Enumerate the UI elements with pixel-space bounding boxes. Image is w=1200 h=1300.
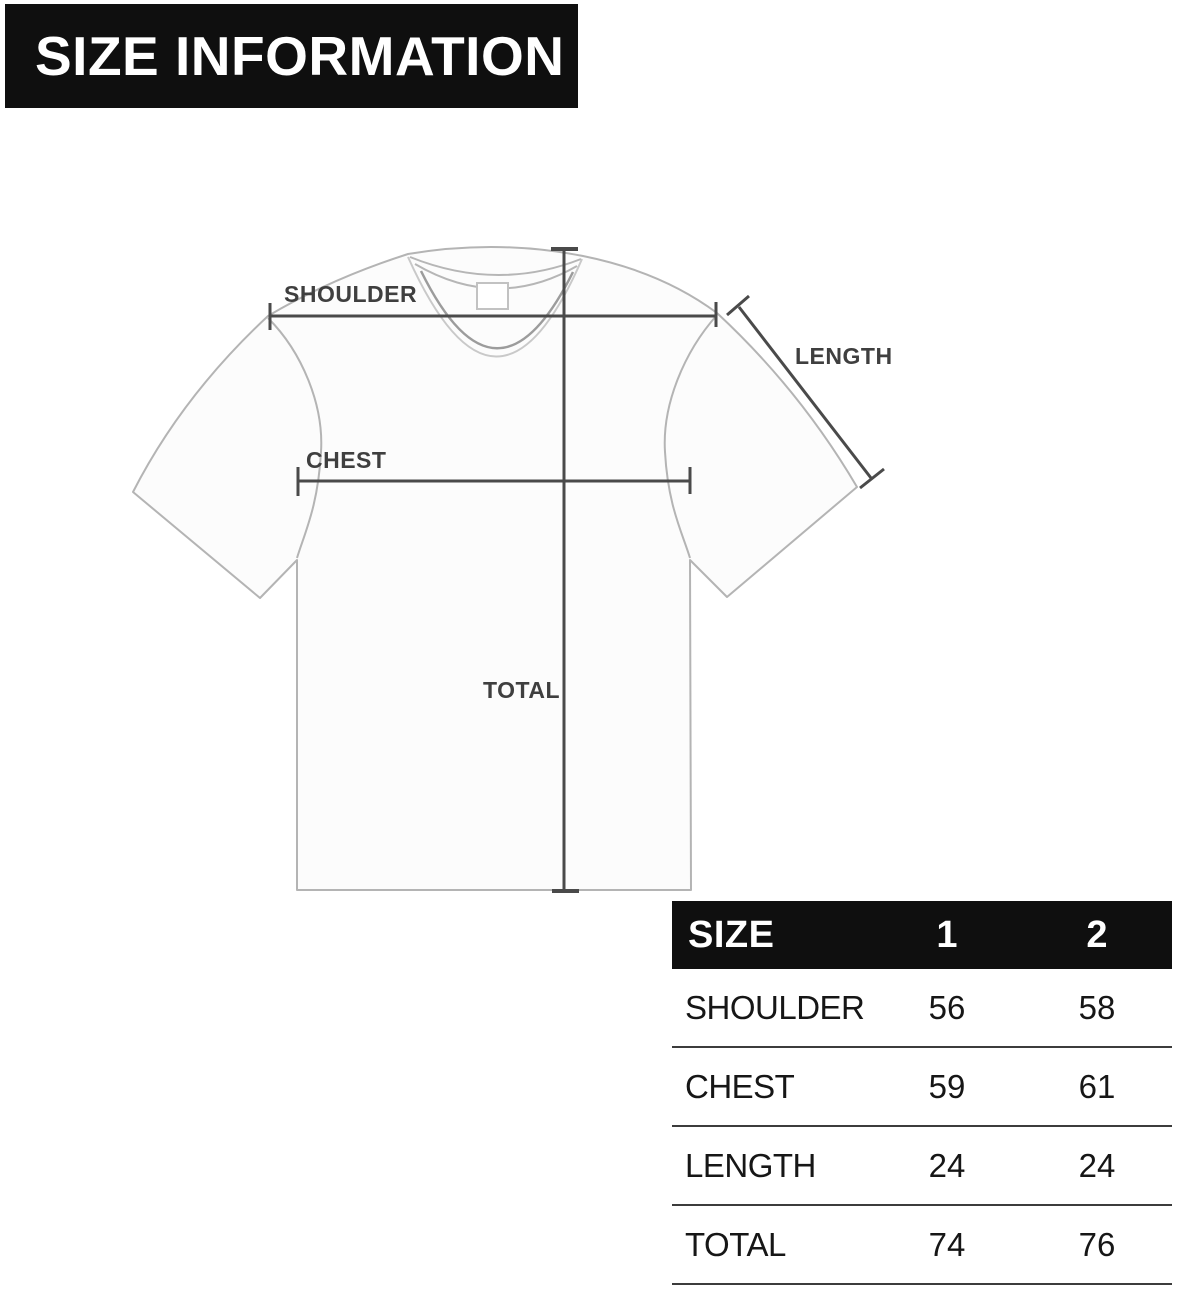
size-table-header-row: SIZE 1 2 — [672, 901, 1172, 969]
row-value-size1: 74 — [928, 1225, 966, 1263]
length-measure-label: LENGTH — [795, 343, 893, 369]
collar-label-tag — [476, 282, 509, 310]
row-value-size2: 58 — [1078, 988, 1116, 1026]
page-title: SIZE INFORMATION — [35, 25, 565, 87]
row-value-size2: 61 — [1078, 1067, 1116, 1105]
row-value-size1: 56 — [928, 988, 966, 1026]
column-header-size1: 1 — [936, 913, 958, 956]
column-header-size2: 2 — [1086, 913, 1108, 956]
length-measure-ticks — [726, 294, 885, 490]
left-armhole-seam — [267, 317, 323, 559]
size-table: SIZE 1 2 SHOULDER 56 58 CHEST 59 61 LENG… — [672, 901, 1172, 1285]
row-label: LENGTH — [685, 1146, 816, 1184]
row-label: CHEST — [685, 1067, 795, 1105]
row-value-size2: 76 — [1078, 1225, 1116, 1263]
chest-measure-ticks — [296, 467, 692, 496]
table-row-shoulder: SHOULDER 56 58 — [672, 969, 1172, 1048]
length-measure-line — [737, 306, 873, 479]
table-row-chest: CHEST 59 61 — [672, 1048, 1172, 1127]
row-label: TOTAL — [685, 1225, 786, 1263]
total-measure-ticks — [551, 247, 579, 893]
row-value-size2: 24 — [1078, 1146, 1116, 1184]
header-banner: SIZE INFORMATION — [5, 4, 578, 108]
tshirt-outline — [132, 246, 858, 891]
right-armhole-seam — [663, 314, 718, 559]
collar-outer-bottom-arc — [407, 256, 583, 358]
size-header-cell: SIZE — [688, 913, 775, 956]
total-measure-label: TOTAL — [483, 677, 560, 703]
row-value-size1: 59 — [928, 1067, 966, 1105]
collar-neckline-arc — [419, 270, 575, 350]
table-row-total: TOTAL 74 76 — [672, 1206, 1172, 1285]
collar-band-arc-1 — [409, 256, 582, 276]
row-label: SHOULDER — [685, 988, 865, 1026]
row-value-size1: 24 — [928, 1146, 966, 1184]
chest-measure-label: CHEST — [306, 447, 386, 473]
table-row-length: LENGTH 24 24 — [672, 1127, 1172, 1206]
shoulder-measure-label: SHOULDER — [284, 281, 417, 307]
shoulder-measure-ticks — [268, 302, 718, 330]
